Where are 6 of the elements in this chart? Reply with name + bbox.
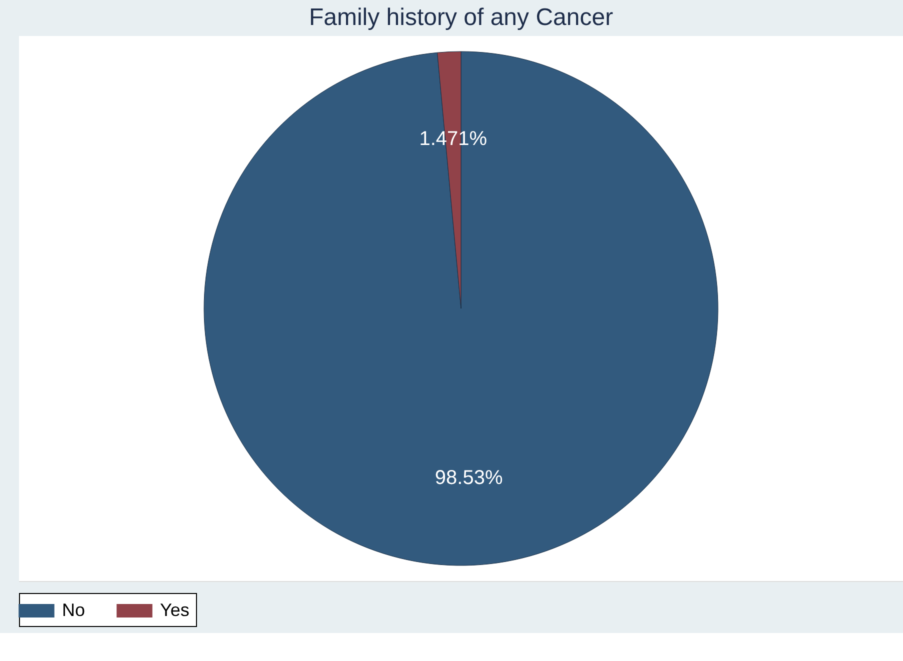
pie-slice (204, 51, 718, 566)
legend-label: Yes (160, 600, 190, 620)
chart-title: Family history of any Cancer (308, 4, 614, 31)
data-label: 1.471% (419, 128, 488, 150)
data-label: 98.53% (434, 466, 503, 489)
legend-label: No (62, 600, 86, 620)
